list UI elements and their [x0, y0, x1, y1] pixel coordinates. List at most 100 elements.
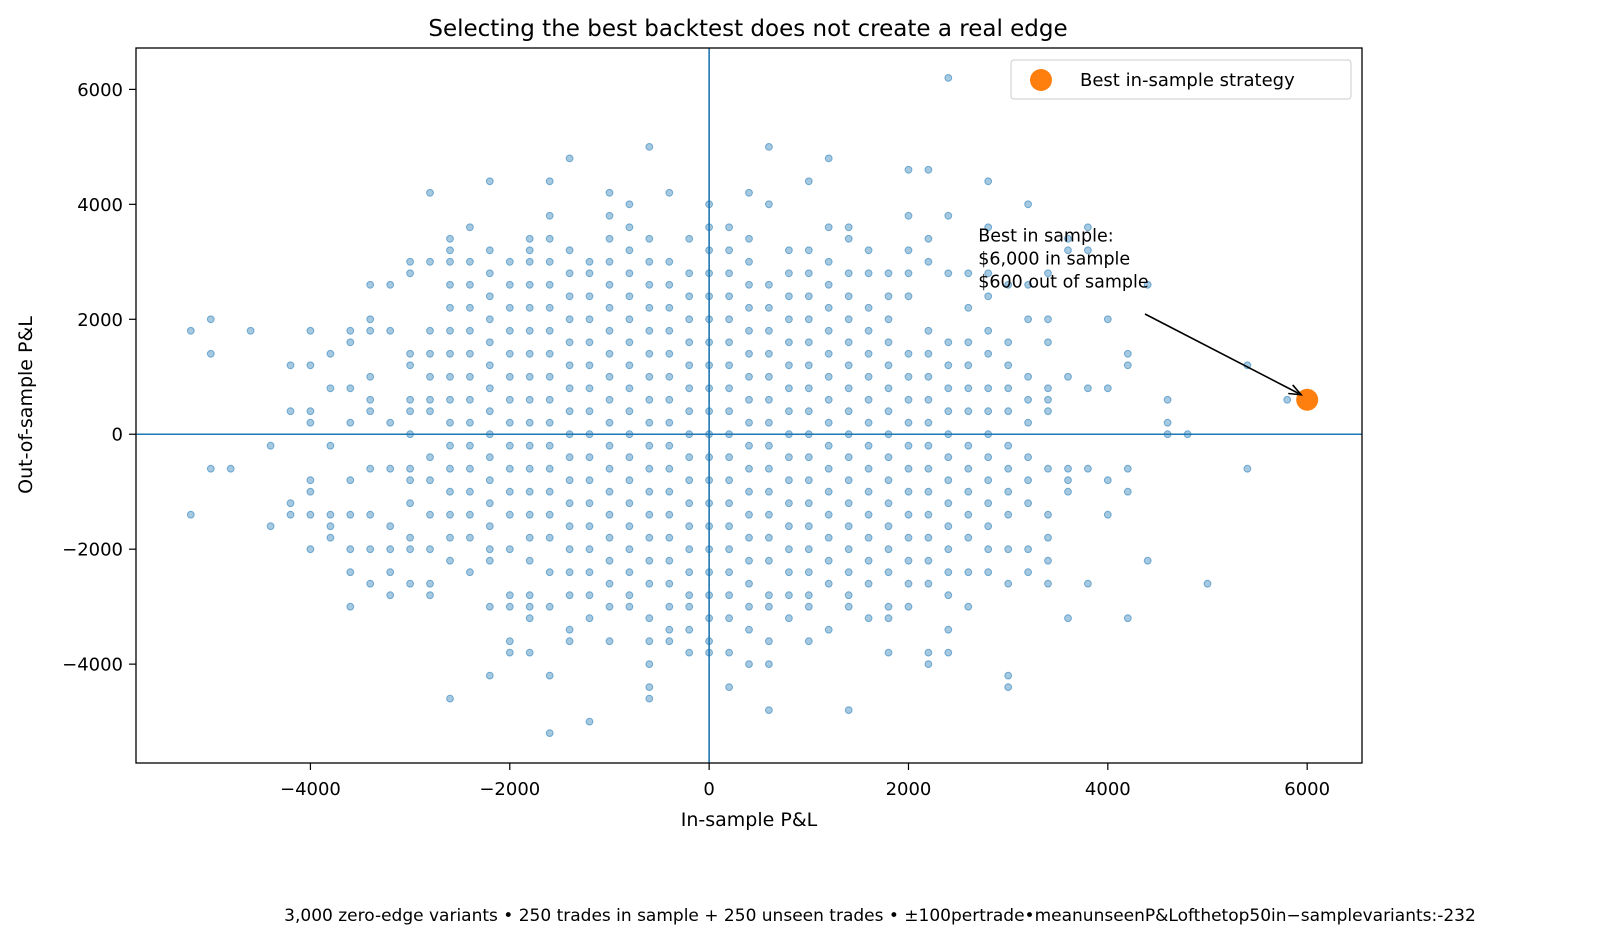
data-point	[505, 591, 514, 600]
data-point	[605, 326, 614, 335]
data-point	[745, 395, 753, 404]
y-tick-label: −4000	[62, 655, 123, 676]
data-point	[505, 257, 514, 266]
data-point	[545, 568, 554, 577]
data-point	[844, 234, 853, 243]
data-point	[625, 568, 634, 577]
data-point	[944, 545, 953, 554]
data-point	[1084, 464, 1092, 473]
data-point	[924, 510, 933, 519]
data-point	[406, 579, 415, 588]
data-point	[525, 556, 534, 565]
data-point	[904, 510, 913, 519]
data-point	[944, 74, 953, 82]
data-point	[485, 671, 494, 680]
data-point	[346, 418, 355, 427]
data-point	[585, 361, 594, 370]
data-point	[964, 407, 973, 416]
data-point	[1004, 545, 1013, 554]
data-point	[1123, 614, 1132, 623]
data-point	[745, 257, 753, 266]
data-point	[466, 441, 474, 450]
data-point	[804, 315, 813, 324]
data-point	[725, 614, 733, 623]
data-point	[505, 464, 514, 473]
data-point	[545, 211, 554, 220]
data-point	[864, 418, 873, 427]
data-point	[745, 234, 753, 243]
data-point	[1064, 234, 1072, 243]
data-point	[964, 441, 973, 450]
data-point	[585, 338, 594, 347]
data-point	[725, 361, 733, 370]
data-point	[765, 510, 773, 519]
data-point	[525, 464, 534, 473]
data-point	[605, 234, 614, 243]
data-point	[1084, 223, 1092, 232]
data-point	[1024, 315, 1032, 324]
data-point	[625, 453, 634, 462]
data-point	[984, 453, 993, 462]
data-point	[565, 361, 574, 370]
data-point	[525, 533, 534, 542]
data-point	[605, 372, 614, 381]
data-point	[1004, 384, 1013, 393]
data-point	[1103, 315, 1112, 324]
data-point	[725, 384, 733, 393]
data-point	[505, 418, 514, 427]
data-point	[485, 407, 494, 416]
data-point	[645, 234, 654, 243]
data-point	[984, 292, 993, 301]
data-point	[446, 372, 454, 381]
data-point	[824, 579, 833, 588]
data-point	[585, 453, 594, 462]
data-point	[765, 441, 773, 450]
data-point	[884, 648, 893, 657]
data-point	[446, 234, 454, 243]
data-point	[446, 694, 454, 703]
data-point	[725, 338, 733, 347]
data-point	[346, 476, 355, 485]
data-point	[386, 280, 395, 289]
data-point	[984, 499, 993, 508]
data-point	[944, 453, 953, 462]
data-point	[944, 338, 953, 347]
data-point	[565, 591, 574, 600]
data-point	[745, 188, 753, 197]
data-point	[545, 280, 554, 289]
data-point	[824, 487, 833, 496]
data-point	[406, 533, 415, 542]
data-point	[286, 510, 295, 519]
data-point	[844, 361, 853, 370]
data-point	[645, 683, 654, 691]
data-point	[1044, 533, 1052, 542]
data-point	[446, 533, 454, 542]
data-point	[864, 614, 873, 623]
data-point	[446, 349, 454, 358]
data-point	[1004, 441, 1013, 450]
data-point	[785, 591, 793, 600]
data-point	[426, 326, 434, 335]
data-point	[685, 499, 694, 508]
data-point	[944, 407, 953, 416]
data-point	[964, 487, 973, 496]
data-point	[685, 453, 694, 462]
data-point	[864, 556, 873, 565]
data-point	[446, 556, 454, 565]
data-point	[904, 464, 913, 473]
data-point	[964, 510, 973, 519]
data-point	[964, 568, 973, 577]
data-point	[725, 246, 733, 255]
data-point	[426, 395, 434, 404]
data-point	[804, 453, 813, 462]
data-point	[904, 533, 913, 542]
data-point	[466, 487, 474, 496]
data-point	[1044, 556, 1052, 565]
data-point	[904, 211, 913, 220]
data-point	[485, 522, 494, 531]
data-point	[725, 292, 733, 301]
data-point	[645, 660, 654, 668]
data-point	[1103, 510, 1112, 519]
data-point	[984, 269, 993, 278]
data-point	[884, 614, 893, 623]
